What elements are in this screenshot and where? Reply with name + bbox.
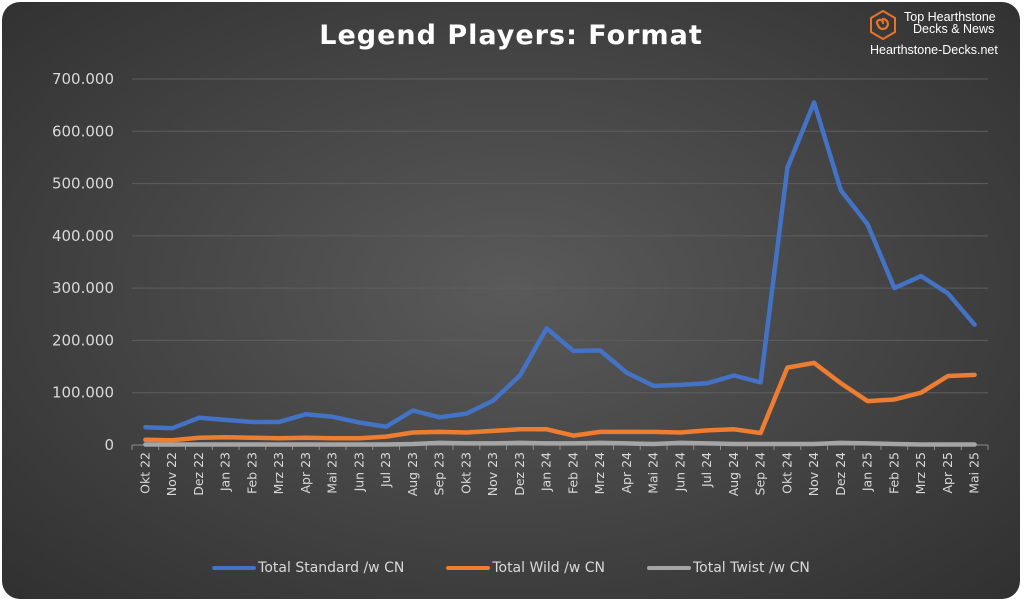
- x-tick-label: Mrz 25: [913, 452, 928, 494]
- y-tick-label: 500.000: [52, 175, 114, 193]
- x-tick-label: Jul 24: [699, 452, 714, 488]
- legend-label: Total Wild /w CN: [492, 560, 605, 576]
- y-tick-label: 600.000: [52, 122, 114, 140]
- x-tick-label: Okt 24: [779, 452, 794, 494]
- x-tick-label: Dez 22: [191, 452, 206, 496]
- x-tick-label: Feb 23: [244, 452, 259, 494]
- y-tick-label: 400.000: [52, 227, 114, 245]
- x-tick-label: Nov 24: [806, 452, 821, 496]
- y-tick-label: 700.000: [52, 70, 114, 88]
- x-tick-label: Feb 25: [886, 452, 901, 494]
- x-tick-label: Jun 23: [351, 452, 366, 492]
- y-tick-label: 100.000: [52, 384, 114, 402]
- legend-swatch: [446, 566, 491, 570]
- series-line: [143, 100, 977, 431]
- x-tick-label: Nov 22: [164, 452, 179, 496]
- x-tick-label: Apr 23: [298, 452, 313, 494]
- x-tick-label: Nov 23: [485, 452, 500, 496]
- chart-title: Legend Players: Format: [319, 20, 703, 51]
- y-tick-label: 0: [104, 436, 114, 454]
- series-lines: [143, 100, 977, 447]
- brand-tagline-line1: Top Hearthstone: [904, 10, 996, 24]
- x-tick-label: Okt 22: [137, 452, 152, 494]
- x-axis: Okt 22 Nov 22 Dez 22 Jan 23 Feb 23 Mrz 23 Apr …: [131, 445, 989, 496]
- hexagon-swirl-icon: [870, 10, 896, 40]
- gridlines: [132, 78, 988, 446]
- series-line: [143, 360, 977, 443]
- legend-label: Total Twist /w CN: [693, 560, 810, 576]
- y-axis: 0 100.000 200.000 300.000 400.000 500.000 600.…: [52, 70, 114, 454]
- y-tick-label: 300.000: [52, 279, 114, 297]
- x-tick-label: Jan 24: [539, 452, 554, 492]
- x-tick-label: Aug 23: [405, 452, 420, 496]
- brand-url[interactable]: Hearthstone-Decks.net: [870, 43, 998, 57]
- series-line: [143, 440, 977, 447]
- chart-legend: Total Standard /w CN Total Wild /w CN Tota…: [2, 557, 1020, 579]
- x-tick-label: Mrz 23: [271, 452, 286, 494]
- legend-entry: Total Twist /w CN: [647, 557, 810, 579]
- y-tick-label: 200.000: [52, 331, 114, 349]
- x-tick-label: Jan 25: [860, 452, 875, 492]
- x-tick-label: Jul 23: [378, 452, 393, 488]
- x-tick-label: Jan 23: [218, 452, 233, 492]
- legend-label: Total Standard /w CN: [258, 560, 405, 576]
- legend-entry: Total Wild /w CN: [446, 557, 605, 579]
- x-tick-label: Aug 24: [726, 452, 741, 496]
- x-tick-label: Apr 24: [619, 452, 634, 494]
- x-tick-label: Mrz 24: [592, 452, 607, 494]
- x-tick-label: Mai 23: [325, 452, 340, 494]
- x-tick-label: Sep 24: [753, 452, 768, 495]
- x-tick-label: Dez 24: [833, 452, 848, 496]
- x-tick-label: Apr 25: [940, 452, 955, 494]
- x-tick-label: Dez 23: [512, 452, 527, 496]
- brand-tagline-line2: Decks & News: [913, 22, 995, 36]
- x-tick-label: Feb 24: [565, 452, 580, 494]
- x-tick-label: Mai 25: [967, 452, 982, 494]
- x-tick-label: Jun 24: [672, 452, 687, 492]
- brand-block[interactable]: Top Hearthstone Decks & News Hearthstone…: [870, 8, 1012, 62]
- x-tick-label: Sep 23: [432, 452, 447, 495]
- legend-entry: Total Standard /w CN: [212, 557, 404, 579]
- x-tick-label: Mai 24: [646, 452, 661, 494]
- x-tick-label: Okt 23: [458, 452, 473, 494]
- legend-swatch: [647, 566, 691, 570]
- legend-swatch: [212, 566, 257, 570]
